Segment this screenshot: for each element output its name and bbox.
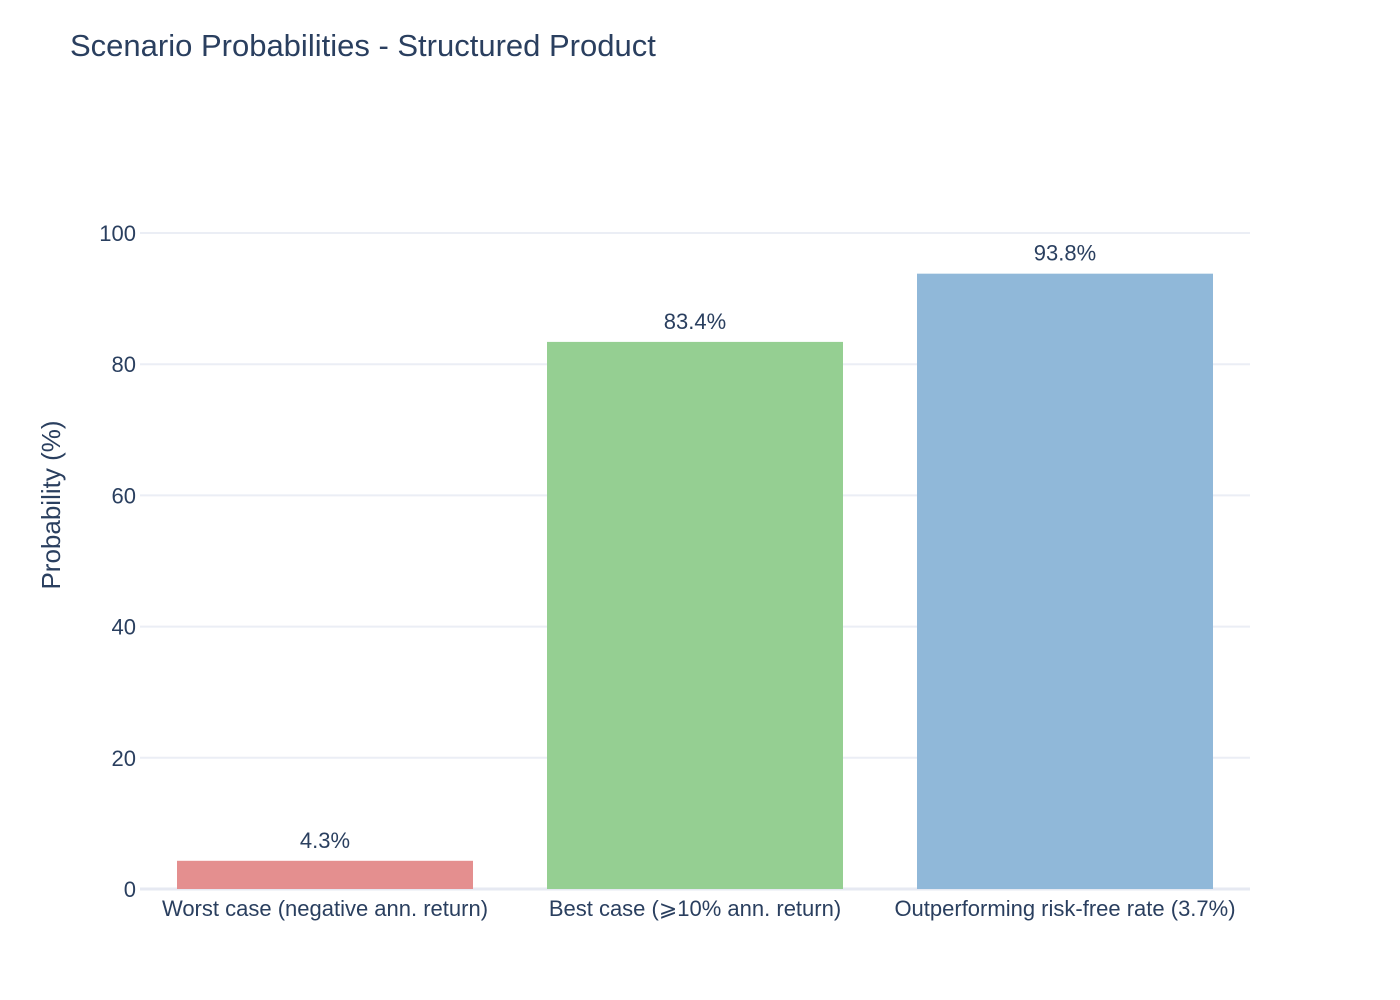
bar: [917, 273, 1213, 889]
y-axis-title: Probability (%): [36, 420, 66, 589]
bars: [177, 273, 1213, 889]
x-tick-label: Worst case (negative ann. return): [162, 896, 488, 921]
y-tick-label: 0: [124, 877, 136, 902]
x-tick-label: Outperforming risk-free rate (3.7%): [894, 896, 1235, 921]
x-tick-label: Best case (⩾10% ann. return): [549, 896, 841, 921]
chart-title: Scenario Probabilities - Structured Prod…: [70, 28, 656, 63]
bar: [177, 860, 473, 889]
y-tick-label: 40: [112, 615, 136, 640]
y-tick-label: 80: [112, 352, 136, 377]
bar-value-label: 4.3%: [300, 828, 350, 853]
data-labels: 4.3% 83.4% 93.8%: [300, 241, 1096, 853]
bar-value-label: 93.8%: [1034, 241, 1096, 266]
x-axis-ticks: Worst case (negative ann. return) Best ca…: [162, 896, 1236, 921]
y-tick-label: 60: [112, 483, 136, 508]
y-tick-label: 20: [112, 746, 136, 771]
bar: [547, 341, 843, 889]
y-tick-label: 100: [99, 221, 136, 246]
bar-value-label: 83.4%: [664, 309, 726, 334]
y-axis-ticks: 0 20 40 60 80 100: [99, 221, 136, 902]
